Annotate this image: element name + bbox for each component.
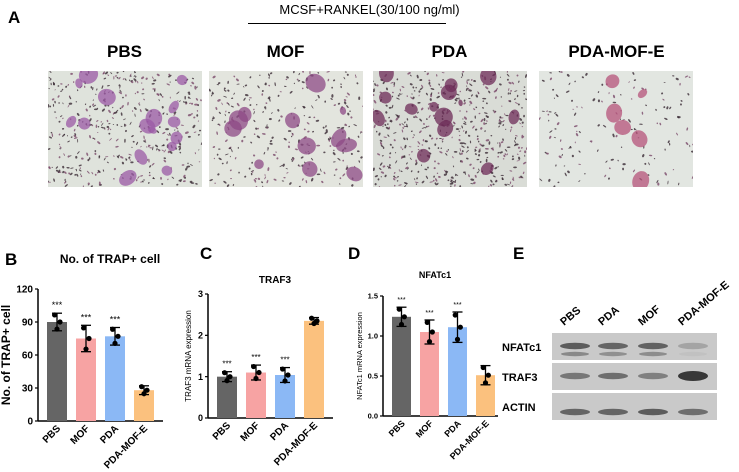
svg-text:60: 60 [22,351,34,362]
micrograph-pbs [48,71,202,187]
panel-c-letter: C [200,244,213,263]
svg-text:1.0: 1.0 [368,332,378,341]
image-label-pbs: PBS [107,42,142,61]
svg-text:***: *** [453,302,461,309]
svg-text:PDA: PDA [442,418,463,439]
svg-text:2: 2 [198,330,203,340]
svg-text:0.5: 0.5 [368,372,378,381]
svg-text:PDA: PDA [596,304,622,328]
svg-text:MOF: MOF [69,423,92,446]
panel-a-letter: A [8,8,21,27]
micrograph-pda [373,71,527,187]
svg-text:TRAF3 mRNA expression: TRAF3 mRNA expression [184,310,193,402]
svg-text:PBS: PBS [558,305,583,329]
svg-text:***: *** [52,300,63,310]
svg-text:30: 30 [22,384,34,395]
condition-bracket-line [248,23,446,24]
svg-text:***: *** [110,315,121,325]
svg-text:PDA: PDA [98,423,121,446]
svg-text:0: 0 [27,417,33,428]
svg-text:PBS: PBS [211,420,234,443]
svg-text:***: *** [222,360,231,369]
svg-text:NFATc1: NFATc1 [502,342,541,354]
svg-text:***: *** [425,310,433,317]
svg-text:MOF: MOF [414,418,436,440]
svg-text:***: *** [81,312,92,322]
image-label-pda-mof-e: PDA-MOF-E [568,42,665,61]
chart-c-traf3: 0 1 2 3 TRAF3 mRNA expression *** PBS *** MOF ***… [184,289,333,468]
svg-text:NFATc1 mRNA expression: NFATc1 mRNA expression [355,312,364,400]
svg-text:3: 3 [198,289,203,299]
svg-text:90: 90 [22,318,34,329]
chart-d-title: NFATc1 [418,270,452,280]
image-label-mof: MOF [266,42,305,61]
svg-text:1: 1 [198,372,203,382]
svg-text:120: 120 [16,285,33,296]
chart-b-title: No. of TRAP+ cell [59,252,161,266]
micrograph-mof [209,71,363,187]
condition-label: MCSF+RANKEL(30/100 ng/ml) [279,2,460,17]
svg-text:TRAF3: TRAF3 [502,372,537,384]
panel-e-letter: E [513,244,525,263]
svg-text:***: *** [251,353,260,362]
svg-text:PBS: PBS [387,418,407,438]
chart-d-nfatc1: 0.0 0.5 1.0 1.5 NFATc1 mRNA expression *** PBS… [355,292,498,461]
svg-text:MOF: MOF [636,303,663,328]
svg-text:PBS: PBS [41,423,64,446]
svg-text:PDA: PDA [268,420,291,443]
svg-text:PDA-MOF-E: PDA-MOF-E [676,279,731,328]
western-blot: PBS PDA MOF PDA-MOF-E NFATc1 TRAF3 ACTIN [502,279,732,420]
svg-text:No. of TRAP+ cell: No. of TRAP+ cell [0,305,13,405]
svg-text:0.0: 0.0 [368,412,378,421]
panel-b-letter: B [5,250,18,269]
svg-text:***: *** [280,356,289,365]
svg-text:ACTIN: ACTIN [502,402,536,414]
panel-d-letter: D [348,244,361,263]
chart-c-title: TRAF3 [258,275,292,286]
micrograph-pda-mof-e [539,71,693,187]
image-label-pda: PDA [431,42,468,61]
svg-text:1.5: 1.5 [368,292,378,301]
svg-text:0: 0 [198,413,203,423]
svg-text:MOF: MOF [239,420,262,443]
svg-text:***: *** [397,297,405,304]
